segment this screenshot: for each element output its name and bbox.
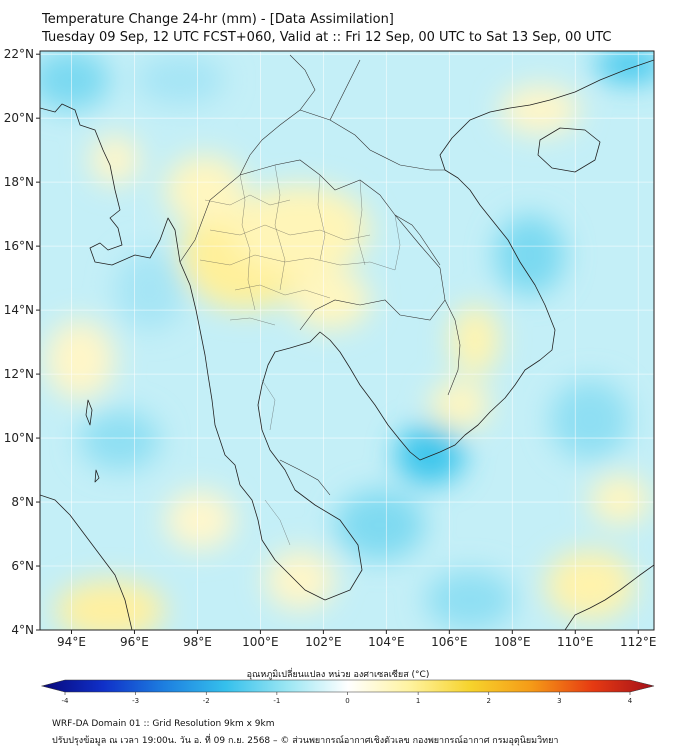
coastlines xyxy=(40,59,654,630)
lat-tick-label: 20°N xyxy=(4,111,34,125)
model-info: WRF-DA Domain 01 :: Grid Resolution 9km … xyxy=(52,719,275,729)
longitude-axis: 94°E 96°E 98°E 100°E 102°E 104°E 106°E 108°E 110… xyxy=(57,630,657,649)
lon-tick-label: 100°E xyxy=(242,635,279,649)
colorbar: -4 -3 -2 -1 0 1 2 3 4 xyxy=(40,679,655,705)
lon-tick-label: 96°E xyxy=(120,635,149,649)
colorbar-tick-label: -3 xyxy=(132,697,139,705)
lat-tick-label: 16°N xyxy=(4,239,34,253)
colorbar-ticks: -4 -3 -2 -1 0 1 2 3 4 xyxy=(62,692,633,705)
lat-tick-label: 10°N xyxy=(4,431,34,445)
lat-tick-label: 18°N xyxy=(4,175,34,189)
lat-tick-label: 8°N xyxy=(11,495,34,509)
lat-tick-label: 12°N xyxy=(4,367,34,381)
graticule xyxy=(40,51,654,630)
colorbar-gradient xyxy=(40,679,655,693)
latitude-axis: 22°N 20°N 18°N 16°N 14°N 12°N 10°N 8°N 6°N 4°N xyxy=(4,47,40,637)
map-frame xyxy=(39,50,655,631)
province-borders xyxy=(199,164,401,546)
colorbar-tick-label: 4 xyxy=(628,697,633,705)
lon-tick-label: 106°E xyxy=(431,635,468,649)
colorbar-tick-label: 1 xyxy=(416,697,420,705)
country-borders xyxy=(179,54,461,496)
lon-tick-label: 98°E xyxy=(183,635,212,649)
colorbar-tick-label: -4 xyxy=(62,697,70,705)
chart-title: Temperature Change 24-hr (mm) - [Data As… xyxy=(42,12,394,27)
lat-tick-label: 22°N xyxy=(4,47,34,61)
lon-tick-label: 94°E xyxy=(57,635,86,649)
lon-tick-label: 108°E xyxy=(494,635,531,649)
lat-tick-label: 6°N xyxy=(11,559,34,573)
colorbar-tick-label: 2 xyxy=(487,697,491,705)
colorbar-tick-label: -2 xyxy=(203,697,210,705)
colorbar-tick-label: 0 xyxy=(345,697,349,705)
update-credit: ปรับปรุงข้อมูล ณ เวลา 19:00น. วัน อ. ที่… xyxy=(52,736,559,746)
colorbar-tick-label: 3 xyxy=(557,697,561,705)
lat-tick-label: 4°N xyxy=(11,623,34,637)
lat-tick-label: 14°N xyxy=(4,303,34,317)
colorbar-tick-label: -1 xyxy=(273,697,280,705)
lon-tick-label: 104°E xyxy=(368,635,405,649)
chart-subtitle: Tuesday 09 Sep, 12 UTC FCST+060, Valid a… xyxy=(42,30,612,45)
lon-tick-label: 112°E xyxy=(620,635,657,649)
lon-tick-label: 102°E xyxy=(305,635,342,649)
lon-tick-label: 110°E xyxy=(557,635,594,649)
colorbar-label: อุณหภูมิเปลี่ยนแปลง หน่วย องศาเซลเซียส (… xyxy=(246,670,430,680)
temperature-field xyxy=(40,51,654,630)
